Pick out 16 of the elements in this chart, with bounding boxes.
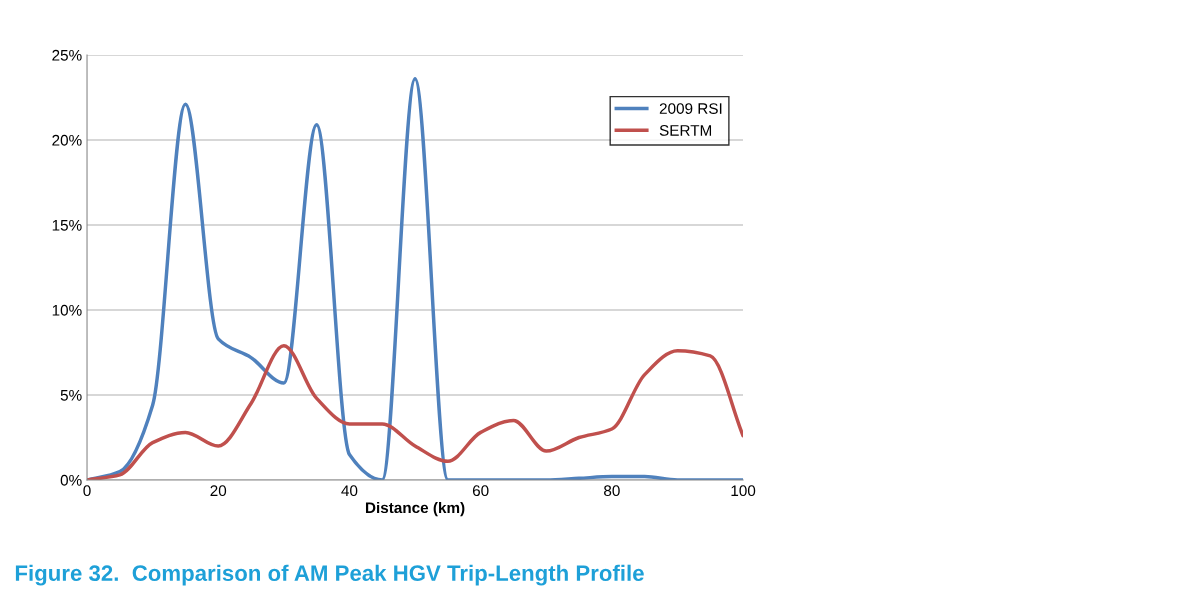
x-axis-title: Distance (km) [365,501,465,517]
y-tick-label: 5% [60,389,82,401]
y-tick-label: 10% [52,304,82,316]
y-tick-label: 20% [52,134,82,146]
y-tick-label: 0% [60,474,82,486]
x-tick-label: 0 [83,485,91,497]
legend-label: SERTM [659,125,712,136]
legend-label: 2009 RSI [659,103,722,114]
caption: Figure 32. Comparison of AM Peak HGV Trip-Length Profile [15,564,644,586]
y-tick-label: 15% [52,219,82,231]
x-tick-label: 60 [472,485,489,497]
y-tick-label: 25% [52,49,82,61]
x-tick-label: 20 [210,485,227,497]
x-tick-label: 100 [731,485,756,497]
x-tick-label: 40 [341,485,358,497]
x-tick-label: 80 [604,485,620,497]
